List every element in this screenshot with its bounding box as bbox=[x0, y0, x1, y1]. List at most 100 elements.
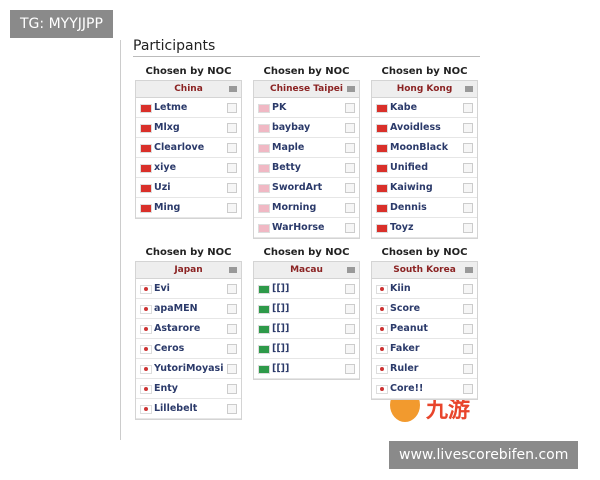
role-icon bbox=[345, 123, 355, 133]
flag-dot bbox=[144, 347, 148, 351]
player: Kabe bbox=[372, 98, 477, 118]
flag bbox=[376, 325, 388, 334]
role-icon bbox=[463, 183, 473, 193]
role-icon bbox=[345, 304, 355, 314]
flag bbox=[258, 184, 270, 193]
player: Betty bbox=[254, 158, 359, 178]
flag-dot bbox=[144, 307, 148, 311]
flag bbox=[258, 144, 270, 153]
player: Unified bbox=[372, 158, 477, 178]
region: South Korea bbox=[372, 262, 477, 279]
flag bbox=[258, 285, 270, 294]
flag bbox=[258, 204, 270, 213]
flag bbox=[376, 124, 388, 133]
player: Maple bbox=[254, 138, 359, 158]
flag bbox=[376, 345, 388, 354]
flag bbox=[376, 385, 388, 394]
role-icon bbox=[463, 324, 473, 334]
chosen-by: Chosen by NOC bbox=[263, 247, 350, 258]
role-icon bbox=[345, 183, 355, 193]
role-icon bbox=[345, 364, 355, 374]
chosen-by: Chosen by NOC bbox=[263, 66, 350, 77]
chosen-by: Chosen by NOC bbox=[145, 66, 232, 77]
region: China bbox=[136, 81, 241, 98]
flag bbox=[258, 224, 270, 233]
player: Uzi bbox=[136, 178, 241, 198]
flag bbox=[258, 345, 270, 354]
role-icon bbox=[227, 123, 237, 133]
group-card: South Korea Kiin Score Peanut Faker Ruler Core… bbox=[371, 261, 478, 400]
role-icon bbox=[463, 123, 473, 133]
role-icon bbox=[345, 143, 355, 153]
role-icon bbox=[227, 183, 237, 193]
player: Ruler bbox=[372, 359, 477, 379]
player: Kiin bbox=[372, 279, 477, 299]
region: Macau bbox=[254, 262, 359, 279]
player: Avoidless bbox=[372, 118, 477, 138]
flag bbox=[140, 305, 152, 314]
role-icon bbox=[345, 324, 355, 334]
player: [[]] bbox=[254, 319, 359, 339]
role-icon bbox=[345, 284, 355, 294]
role-icon bbox=[227, 324, 237, 334]
flag bbox=[376, 224, 388, 233]
flag bbox=[376, 204, 388, 213]
group-card: Chinese Taipei PK baybay Maple Betty SwordArt… bbox=[253, 80, 360, 239]
flag bbox=[376, 104, 388, 113]
group-card: Macau[[]][[]][[]][[]][[]] bbox=[253, 261, 360, 380]
role-icon bbox=[463, 344, 473, 354]
heading: Participants bbox=[133, 38, 216, 54]
chosen-by: Chosen by NOC bbox=[145, 247, 232, 258]
player: Ceros bbox=[136, 339, 241, 359]
flag-dot bbox=[380, 327, 384, 331]
role-icon bbox=[345, 163, 355, 173]
role-icon bbox=[463, 103, 473, 113]
flag bbox=[376, 365, 388, 374]
player: Peanut bbox=[372, 319, 477, 339]
heading-rule bbox=[133, 56, 480, 57]
role-icon bbox=[227, 344, 237, 354]
player: [[]] bbox=[254, 359, 359, 379]
group-card: China Letme Mlxg Clearlove xiye Uzi Ming bbox=[135, 80, 242, 219]
logo-text: 九游 bbox=[426, 398, 471, 423]
player: Astarore bbox=[136, 319, 241, 339]
role-icon bbox=[227, 103, 237, 113]
player: [[]] bbox=[254, 279, 359, 299]
player: Letme bbox=[136, 98, 241, 118]
player: Toyz bbox=[372, 218, 477, 238]
group-card: Hong Kong Kabe Avoidless MoonBlack Unified Ka… bbox=[371, 80, 478, 239]
player: Mlxg bbox=[136, 118, 241, 138]
role-icon bbox=[345, 344, 355, 354]
player: Morning bbox=[254, 198, 359, 218]
region-icon bbox=[465, 267, 473, 273]
watermark-top: TG: MYYJJPP bbox=[10, 10, 113, 38]
role-icon bbox=[227, 143, 237, 153]
role-icon bbox=[463, 284, 473, 294]
flag-dot bbox=[380, 307, 384, 311]
player: WarHorse bbox=[254, 218, 359, 238]
flag-dot bbox=[380, 287, 384, 291]
player: MoonBlack bbox=[372, 138, 477, 158]
flag-dot bbox=[380, 387, 384, 391]
flag bbox=[258, 305, 270, 314]
role-icon bbox=[227, 364, 237, 374]
player: Kaiwing bbox=[372, 178, 477, 198]
player: Lillebelt bbox=[136, 399, 241, 419]
flag-dot bbox=[380, 367, 384, 371]
player: baybay bbox=[254, 118, 359, 138]
chosen-by: Chosen by NOC bbox=[381, 247, 468, 258]
role-icon bbox=[345, 103, 355, 113]
flag bbox=[376, 285, 388, 294]
flag bbox=[140, 285, 152, 294]
player: Core!! bbox=[372, 379, 477, 399]
player: Clearlove bbox=[136, 138, 241, 158]
flag bbox=[140, 325, 152, 334]
flag-dot bbox=[144, 407, 148, 411]
role-icon bbox=[345, 223, 355, 233]
role-icon bbox=[463, 163, 473, 173]
group-card: Japan Evi apaMEN Astarore Ceros YutoriMoyasi E… bbox=[135, 261, 242, 420]
flag bbox=[258, 164, 270, 173]
watermark-bottom: www.livescorebifen.com bbox=[389, 441, 579, 469]
role-icon bbox=[463, 223, 473, 233]
